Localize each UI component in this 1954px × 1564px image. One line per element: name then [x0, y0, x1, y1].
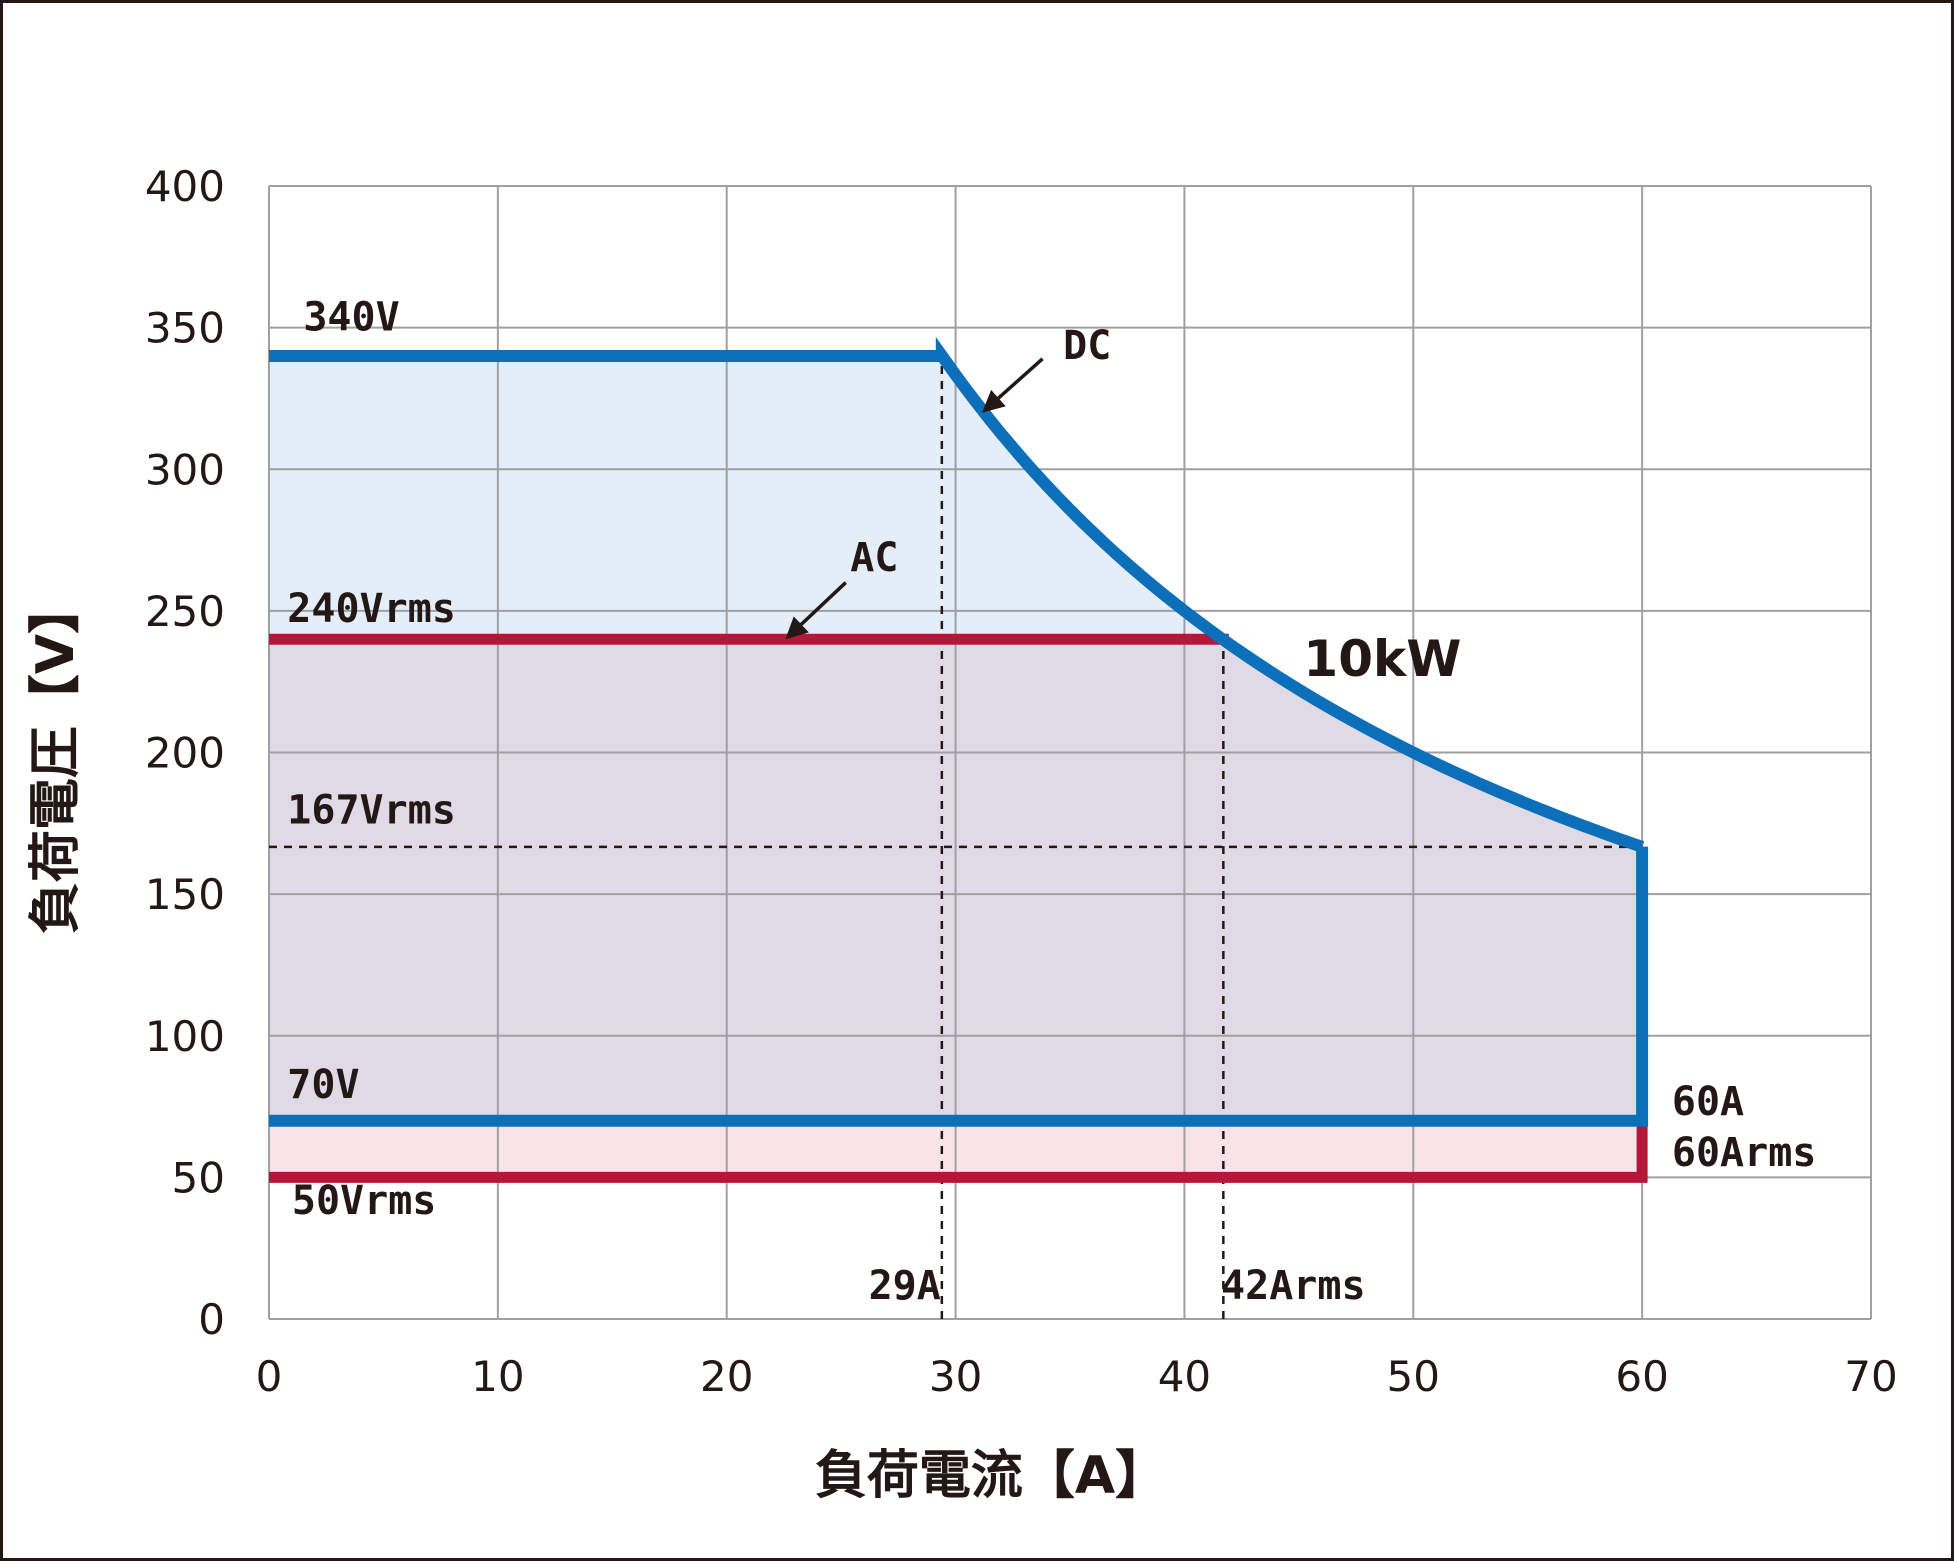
annotation-v70: 70V: [287, 1062, 359, 1108]
annotation-a29: 29A: [869, 1263, 941, 1309]
dc-series-line: [269, 336, 1649, 1127]
annotation-arrows: [785, 357, 1044, 640]
annotation-a60rms: 60Arms: [1672, 1130, 1817, 1176]
x-tick-label: 70: [1844, 1352, 1897, 1401]
y-tick-label: 100: [145, 1012, 225, 1061]
annotation-v340: 340V: [303, 294, 399, 340]
annotation-a42: 42Arms: [1221, 1263, 1366, 1309]
ac-arrow: [785, 581, 847, 640]
x-axis-title: 負荷電流【A】: [815, 1446, 1167, 1506]
annotation-p10k: 10kW: [1303, 630, 1461, 688]
annotations: 340V 240Vrms 167Vrms 70V 50Vrms 29A 42Arms 60A 6…: [287, 294, 1816, 1309]
y-tick-label: 150: [145, 870, 225, 919]
annotation-v50: 50Vrms: [292, 1178, 437, 1224]
annotation-a60: 60A: [1672, 1079, 1744, 1125]
y-tick-label: 400: [145, 162, 225, 211]
y-tick-label: 350: [145, 304, 225, 353]
annotation-v167: 167Vrms: [287, 787, 456, 833]
annotation-dc: DC: [1063, 323, 1111, 369]
x-tick-label: 50: [1387, 1352, 1440, 1401]
voltage-current-chart: 0 10 20 30 40 50 60 70050100150200250300350400 …: [26, 162, 1898, 1506]
y-axis-title: 負荷電圧【V】: [26, 582, 86, 934]
annotation-ac: AC: [850, 535, 898, 581]
x-tick-label: 0: [256, 1352, 283, 1401]
y-tick-label: 50: [172, 1153, 225, 1202]
dc-only-region: [269, 355, 1223, 640]
y-tick-label: 300: [145, 445, 225, 494]
x-tick-label: 30: [929, 1352, 982, 1401]
x-tick-label: 20: [700, 1352, 753, 1401]
y-tick-label: 250: [145, 587, 225, 636]
annotation-v240: 240Vrms: [287, 586, 456, 632]
x-tick-label: 60: [1615, 1352, 1668, 1401]
tick-labels: 0 10 20 30 40 50 60 70 0 50 100 150 200 250 300 350 400: [145, 162, 1898, 1401]
y-tick-label: 200: [145, 729, 225, 778]
series-lines: [269, 336, 1649, 1183]
dc-arrow: [982, 357, 1044, 413]
y-tick-label: 0: [198, 1295, 225, 1344]
reference-lines: [269, 355, 1643, 1319]
x-tick-label: 40: [1158, 1352, 1211, 1401]
x-tick-label: 10: [471, 1352, 524, 1401]
